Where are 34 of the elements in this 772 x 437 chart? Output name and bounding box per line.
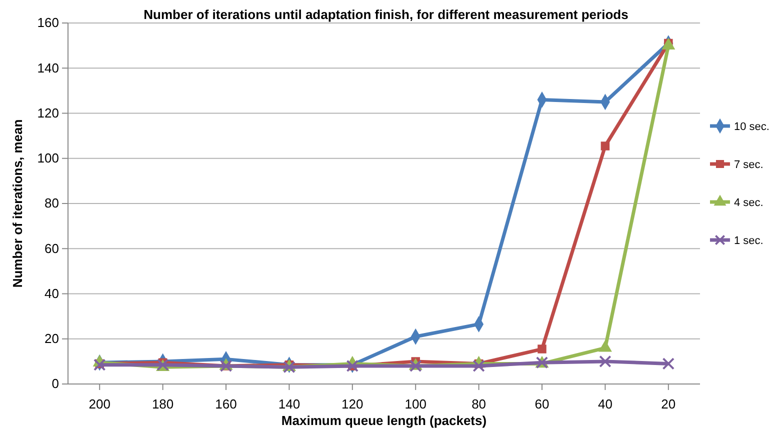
y-tick-label: 0 xyxy=(52,376,59,392)
x-tick-label: 40 xyxy=(598,396,612,412)
legend-label: 10 sec. xyxy=(734,121,770,133)
y-tick-label: 40 xyxy=(44,286,59,301)
point xyxy=(409,360,422,372)
point xyxy=(662,358,675,370)
point xyxy=(283,360,296,374)
point xyxy=(600,142,610,150)
y-tick-label: 160 xyxy=(37,15,59,30)
x-tick-label: 80 xyxy=(472,396,486,412)
y-tick-label: 80 xyxy=(44,196,59,211)
legend-label: 4 sec. xyxy=(734,197,764,209)
point xyxy=(599,355,612,368)
x-axis-title: Maximum queue length (packets) xyxy=(281,413,487,428)
point xyxy=(472,360,485,372)
y-tick-label: 120 xyxy=(37,105,59,120)
legend-label: 7 sec. xyxy=(734,159,764,171)
x-tick-label: 120 xyxy=(342,396,364,412)
x-tick-label: 140 xyxy=(278,396,300,412)
chart-title: Number of iterations until adaptation finish, for different measurement periods xyxy=(144,7,628,22)
y-tick-label: 60 xyxy=(44,240,59,256)
x-tick-label: 100 xyxy=(404,396,426,412)
x-tick-label: 60 xyxy=(534,396,550,412)
x-tick-label: 200 xyxy=(88,396,110,412)
y-tick-label: 20 xyxy=(44,331,59,346)
y-tick-label: 140 xyxy=(37,60,59,76)
y-tick-label: 100 xyxy=(37,150,59,166)
x-tick-label: 180 xyxy=(152,396,174,412)
point xyxy=(538,344,546,354)
point xyxy=(93,358,106,371)
x-tick-label: 20 xyxy=(661,396,676,412)
legend-label: 1 sec. xyxy=(734,235,764,247)
x-tick-label: 160 xyxy=(215,396,237,412)
y-axis-title: Number of iterations, mean xyxy=(10,119,25,288)
